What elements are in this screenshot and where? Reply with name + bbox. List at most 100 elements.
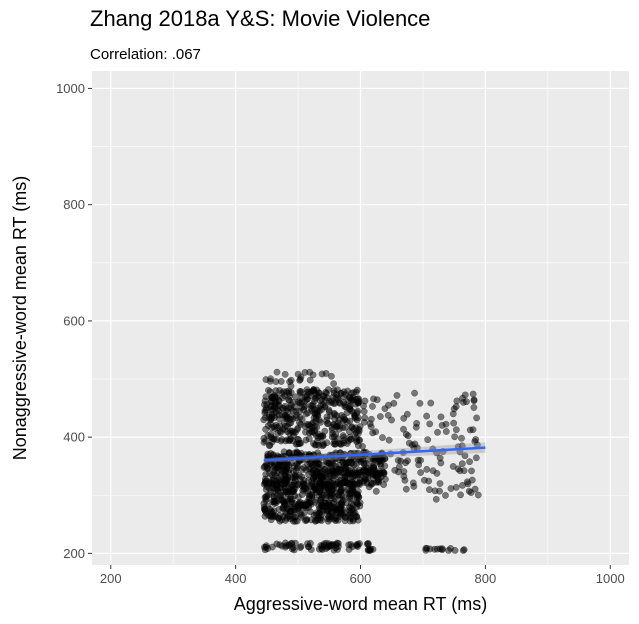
data-point (438, 421, 446, 429)
data-point (345, 490, 352, 498)
data-point (337, 502, 345, 510)
data-point (325, 386, 332, 393)
data-point (269, 543, 276, 551)
data-point (301, 422, 309, 430)
data-point (409, 479, 417, 487)
data-point (339, 459, 347, 466)
data-point (276, 512, 284, 519)
data-point (472, 454, 480, 462)
data-point (295, 398, 302, 406)
data-point (469, 426, 477, 434)
data-point (470, 397, 478, 405)
data-point (470, 404, 478, 411)
data-point (348, 470, 356, 477)
data-point (352, 400, 360, 408)
data-point (372, 428, 380, 436)
data-point (260, 480, 268, 488)
data-point (364, 547, 372, 554)
data-point (449, 410, 457, 418)
data-point (388, 416, 395, 424)
data-point (297, 388, 305, 395)
data-point (312, 511, 320, 519)
data-point (340, 399, 347, 407)
data-point (423, 465, 431, 473)
data-point (471, 438, 479, 445)
data-point (372, 487, 380, 495)
data-point (352, 429, 360, 436)
data-point (450, 419, 458, 427)
data-point (442, 428, 450, 435)
data-point (306, 376, 314, 384)
data-point (356, 423, 364, 430)
data-point (323, 413, 331, 421)
data-point (271, 487, 278, 495)
data-point (381, 462, 389, 470)
data-point (330, 380, 338, 388)
data-point (311, 406, 319, 414)
data-point (424, 436, 432, 444)
y-tick-label: 600 (63, 313, 85, 328)
data-point (334, 540, 342, 547)
data-point (468, 467, 475, 475)
data-point (385, 436, 393, 444)
data-point (458, 434, 465, 442)
chart-subtitle: Correlation: .067 (90, 46, 201, 63)
data-point (361, 397, 369, 405)
data-point (364, 539, 372, 547)
data-point (436, 480, 444, 487)
data-point (313, 477, 321, 485)
y-tick-label: 800 (63, 197, 85, 212)
data-point (327, 372, 335, 380)
data-point (468, 476, 476, 484)
data-point (328, 397, 336, 405)
data-point (280, 448, 288, 456)
data-point (308, 428, 316, 436)
data-point (393, 392, 401, 399)
data-point (274, 429, 282, 437)
y-tick-label: 1000 (56, 81, 85, 96)
data-point (300, 406, 308, 414)
data-point (365, 469, 373, 477)
data-point (375, 478, 383, 486)
data-point (293, 449, 301, 457)
data-point (293, 426, 301, 434)
trend-line (263, 446, 486, 462)
data-point (267, 402, 274, 410)
data-point (288, 495, 296, 503)
data-point (459, 481, 466, 489)
data-point (452, 403, 460, 410)
data-point (276, 491, 284, 499)
data-point (270, 498, 278, 506)
data-point (426, 420, 434, 428)
data-point (423, 412, 430, 420)
data-point (286, 430, 294, 437)
data-point (261, 401, 268, 409)
data-point (343, 409, 351, 417)
data-point (327, 468, 334, 476)
data-point (343, 440, 351, 447)
data-point (402, 485, 410, 493)
data-point (324, 543, 332, 551)
data-point (436, 487, 443, 495)
data-point (317, 499, 325, 507)
data-point (297, 543, 305, 550)
data-point (332, 480, 339, 488)
data-point (279, 394, 287, 402)
data-point (429, 467, 437, 475)
data-point (267, 420, 274, 428)
data-point (402, 459, 410, 467)
data-point (294, 502, 302, 509)
data-point (262, 471, 270, 478)
data-point (297, 373, 305, 381)
data-point (404, 432, 412, 440)
data-point (287, 376, 295, 384)
data-point (285, 396, 293, 403)
data-point (400, 468, 408, 475)
data-point (273, 481, 280, 489)
data-point (312, 496, 320, 504)
data-point (327, 459, 335, 467)
data-point (415, 461, 423, 469)
data-point (344, 387, 351, 395)
data-point (336, 465, 344, 473)
